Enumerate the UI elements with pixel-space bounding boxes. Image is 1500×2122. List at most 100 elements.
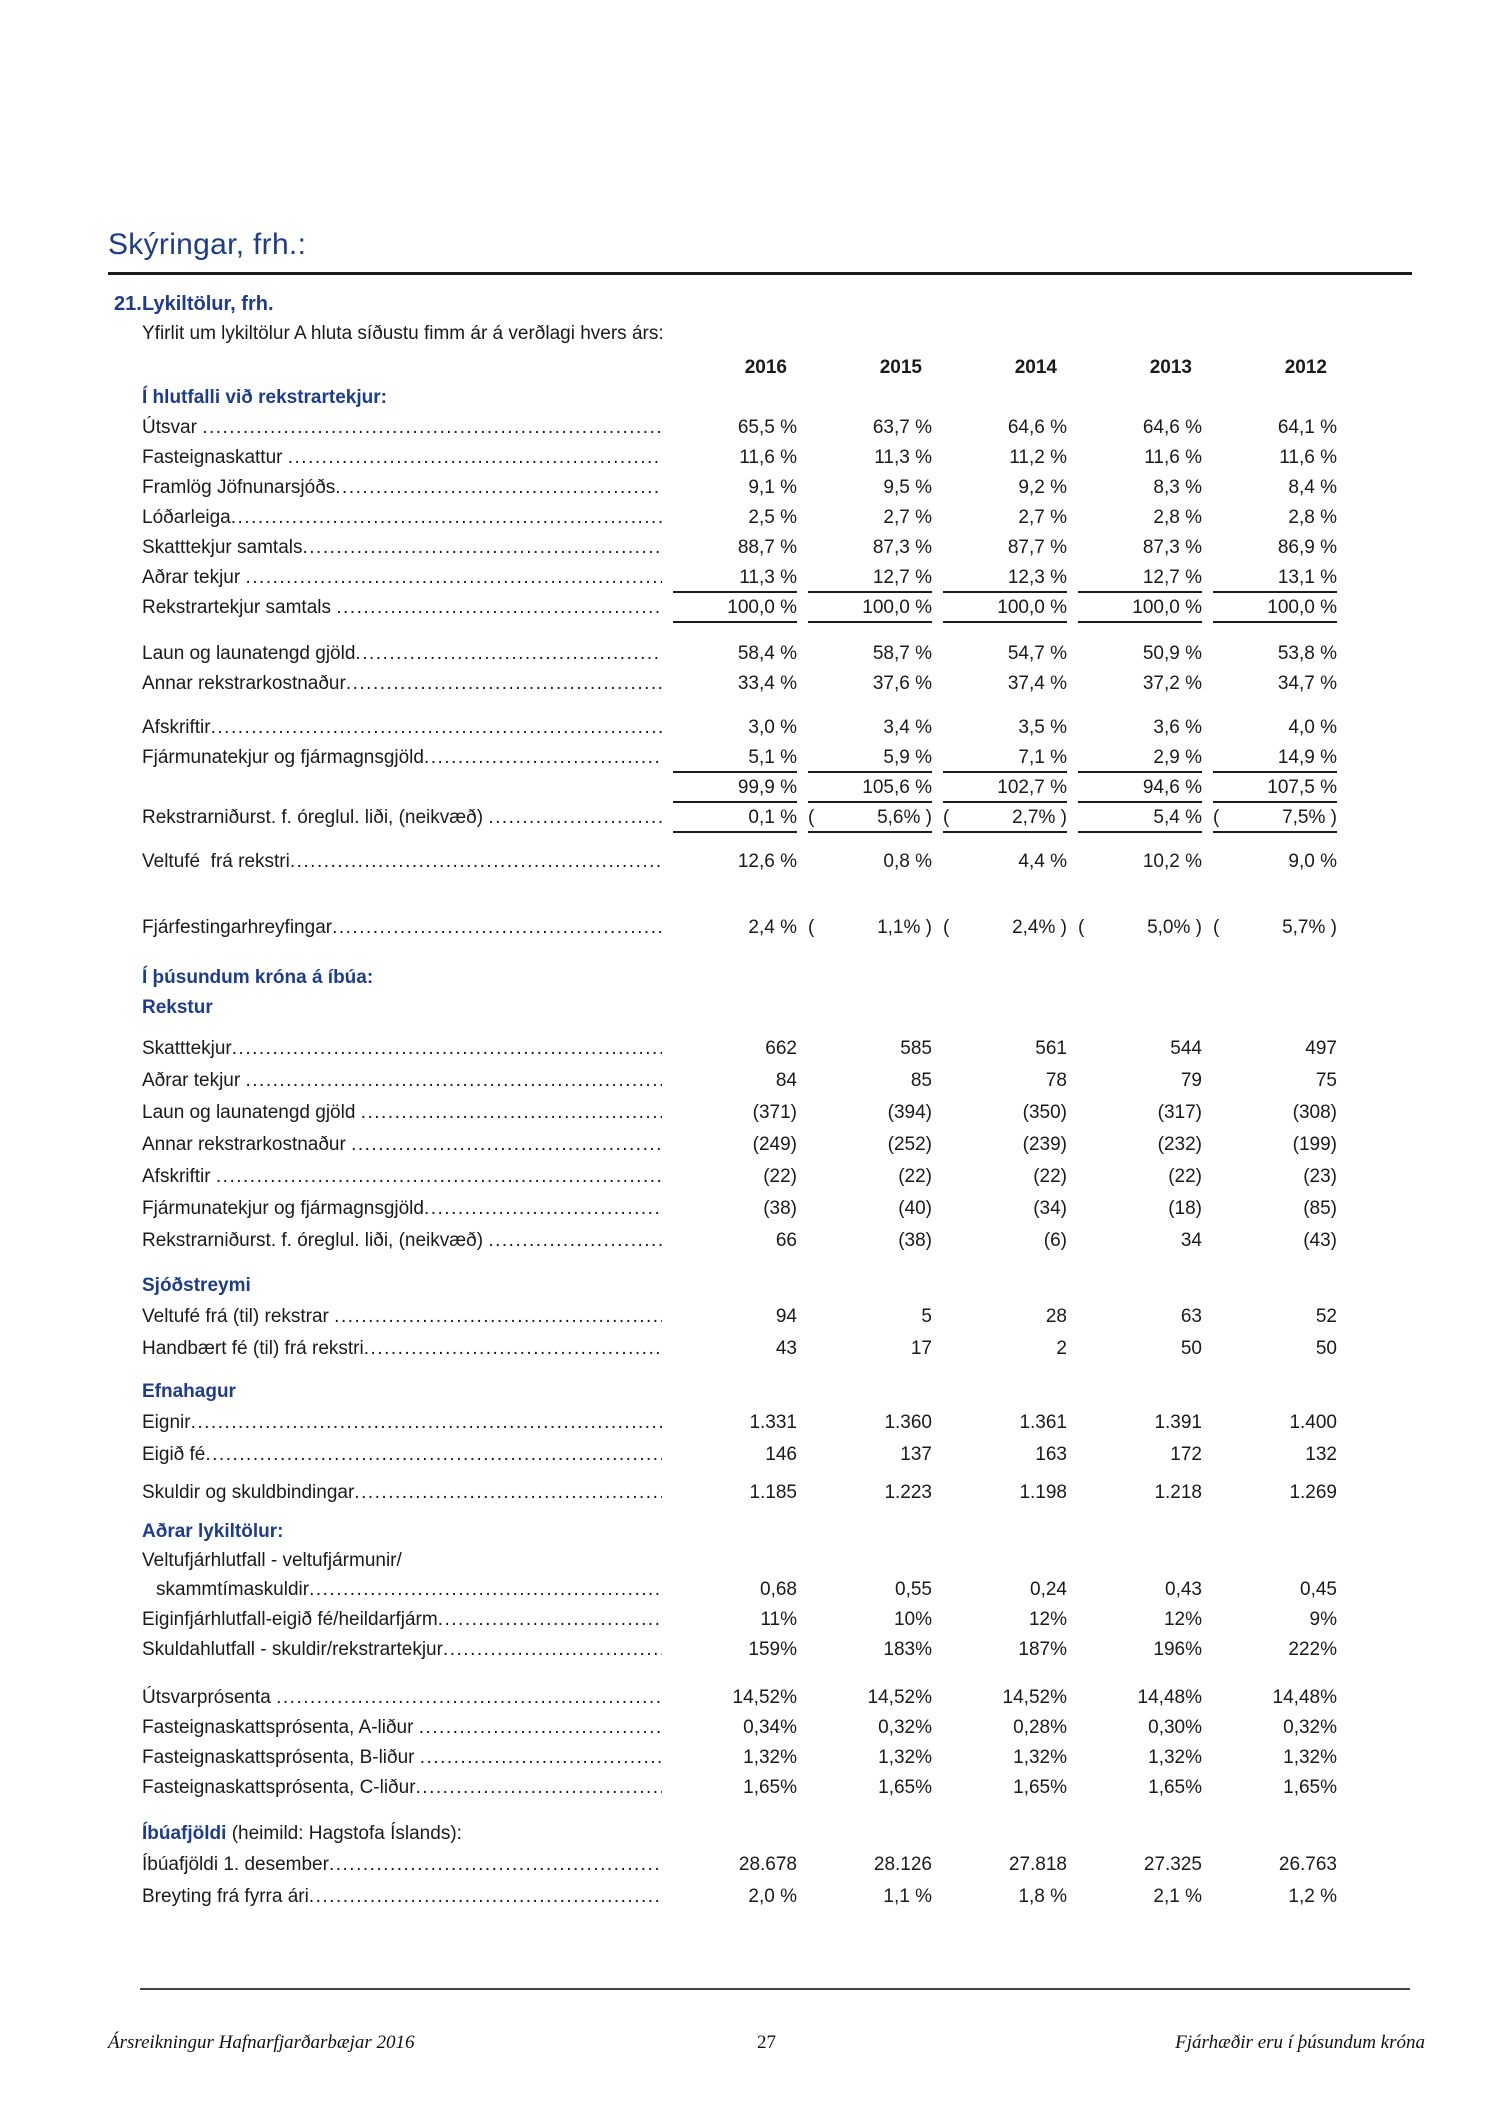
value-text: 12% bbox=[1163, 1609, 1202, 1630]
section-label: Efnahagur bbox=[142, 1381, 236, 1402]
value-text: 0,24 bbox=[1030, 1579, 1067, 1600]
value-cell: 3,4 % bbox=[797, 713, 932, 743]
value-cell: (394) bbox=[797, 1097, 932, 1129]
value-cell: 87,3 % bbox=[797, 533, 932, 563]
value-cell: 102,7 % bbox=[932, 773, 1067, 803]
value-text: 0,68 bbox=[760, 1579, 797, 1600]
value-cell: 100,0 % bbox=[662, 593, 797, 623]
table-row: Skuldir og skuldbindingar 1.185 1.223 1.198… bbox=[142, 1477, 1337, 1509]
value-cell: 11,6 % bbox=[662, 443, 797, 473]
value-text: 585 bbox=[900, 1038, 932, 1059]
dot-leader bbox=[364, 1333, 662, 1365]
value-text: 64,6 % bbox=[1142, 417, 1202, 438]
table-row: Skuldahlutfall - skuldir/rekstrartekjur 1… bbox=[142, 1635, 1337, 1665]
value-text: 0,45 bbox=[1300, 1579, 1337, 1600]
subtotal-row: 99,9 % 105,6 % 102,7 % 94,6 % 107,5 % bbox=[142, 773, 1337, 803]
value-text: (1,1% ) bbox=[808, 913, 932, 943]
section-label: Í hlutfalli við rekstrartekjur: bbox=[142, 387, 387, 408]
value-cell: 0,55 bbox=[797, 1575, 932, 1605]
table-row: Laun og launatengd gjöld 58,4 % 58,7 % 54,7… bbox=[142, 639, 1337, 669]
value-cell: 1.269 bbox=[1202, 1477, 1337, 1509]
value-text: (18) bbox=[1168, 1198, 1202, 1219]
table-row: Íbúafjöldi 1. desember 28.678 28.126 27.818… bbox=[142, 1849, 1337, 1881]
value-cell: 50 bbox=[1202, 1333, 1337, 1365]
value-cell: 1,65% bbox=[797, 1773, 932, 1803]
row-label-cell: Veltufé frá (til) rekstrar bbox=[142, 1301, 662, 1333]
value-text: (34) bbox=[1033, 1198, 1067, 1219]
row-label: Fjármunatekjur og fjármagnsgjöld bbox=[142, 1198, 424, 1219]
dot-leader bbox=[424, 1193, 662, 1225]
value-text: 497 bbox=[1305, 1038, 1337, 1059]
value-cell: 1,32% bbox=[662, 1743, 797, 1773]
value-cell: (1,1% ) bbox=[797, 913, 932, 943]
value-cell: 4,4 % bbox=[932, 847, 1067, 877]
footer-rule bbox=[140, 1988, 1410, 1990]
table-row: Útsvarprósenta 14,52% 14,52% 14,52% 14,48% 1… bbox=[142, 1683, 1337, 1713]
value-cell: 94 bbox=[662, 1301, 797, 1333]
value-cell: 11,3 % bbox=[797, 443, 932, 473]
value-cell: 9,5 % bbox=[797, 473, 932, 503]
value-cell: 497 bbox=[1202, 1033, 1337, 1065]
value-cell: 63,7 % bbox=[797, 413, 932, 443]
value-text: 2,8 % bbox=[1153, 507, 1202, 528]
row-label: Laun og launatengd gjöld bbox=[142, 643, 356, 664]
value-text: 1.198 bbox=[1019, 1482, 1067, 1503]
dot-leader bbox=[216, 1161, 662, 1193]
paren-value: 1,1% ) bbox=[877, 917, 932, 938]
row-label: Fasteignaskattur bbox=[142, 447, 288, 468]
value-text: 11,6 % bbox=[1279, 447, 1337, 468]
value-text: 94 bbox=[775, 1306, 797, 1327]
value-cell: 1.185 bbox=[662, 1477, 797, 1509]
value-cell: 75 bbox=[1202, 1065, 1337, 1097]
value-text: 1,65% bbox=[1013, 1777, 1067, 1798]
section-row: Í hlutfalli við rekstrartekjur: bbox=[142, 383, 1337, 413]
row-label: Breyting frá fyrra ári bbox=[142, 1886, 309, 1907]
row-label: Fasteignaskattsprósenta, A-liður bbox=[142, 1717, 419, 1738]
value-cell: 1,32% bbox=[932, 1743, 1067, 1773]
row-label-cell: Fjármunatekjur og fjármagnsgjöld bbox=[142, 743, 662, 773]
value-text: 100,0 % bbox=[673, 593, 797, 623]
row-label: Íbúafjöldi 1. desember bbox=[142, 1854, 329, 1875]
value-cell: 37,6 % bbox=[797, 669, 932, 699]
intro-text: Yfirlit um lykiltölur A hluta síðustu fi… bbox=[142, 323, 664, 344]
value-cell: 1.361 bbox=[932, 1407, 1067, 1439]
value-text: 2,4 % bbox=[748, 917, 797, 938]
spacer bbox=[142, 1803, 1337, 1819]
value-cell: 1,65% bbox=[1067, 1773, 1202, 1803]
value-cell: 88,7 % bbox=[662, 533, 797, 563]
row-label: Fasteignaskattsprósenta, C-liður bbox=[142, 1777, 416, 1798]
value-text: (2,4% ) bbox=[943, 913, 1067, 943]
page-footer: Ársreikningur Hafnarfjarðarbæjar 2016 27… bbox=[108, 2028, 1425, 2058]
value-cell: 100,0 % bbox=[932, 593, 1067, 623]
row-label: Rekstrarniðurst. f. óreglul. liði, (neik… bbox=[142, 807, 489, 828]
value-text: (308) bbox=[1292, 1102, 1337, 1123]
value-text: 5,9 % bbox=[808, 743, 932, 773]
table-row: Afskriftir 3,0 % 3,4 % 3,5 % 3,6 % 4,0 % bbox=[142, 713, 1337, 743]
value-text: 11,2 % bbox=[1009, 447, 1067, 468]
value-text: 196% bbox=[1153, 1639, 1202, 1660]
spacer bbox=[142, 1023, 1337, 1033]
section-row: Íbúafjöldi (heimild: Hagstofa Íslands): bbox=[142, 1819, 1337, 1849]
value-text: 12,7 % bbox=[1078, 563, 1202, 593]
row-label-cell: Laun og launatengd gjöld bbox=[142, 639, 662, 669]
table-row: Rekstrarniðurst. f. óreglul. liði, (neik… bbox=[142, 1225, 1337, 1257]
value-text: 100,0 % bbox=[943, 593, 1067, 623]
section-label: Í þúsundum króna á íbúa: bbox=[142, 967, 374, 988]
value-cell: 9% bbox=[1202, 1605, 1337, 1635]
value-text: 8,3 % bbox=[1153, 477, 1202, 498]
row-label-cell: Annar rekstrarkostnaður bbox=[142, 1129, 662, 1161]
table-row: Annar rekstrarkostnaður (249) (252) (239) (… bbox=[142, 1129, 1337, 1161]
dot-leader bbox=[332, 913, 662, 943]
table-row: Eiginfjárhlutfall-eigið fé/heildarfjárm 1… bbox=[142, 1605, 1337, 1635]
table-row: Eignir 1.331 1.360 1.361 1.391 1.400 bbox=[142, 1407, 1337, 1439]
value-cell: 27.818 bbox=[932, 1849, 1067, 1881]
value-text: 14,9 % bbox=[1213, 743, 1337, 773]
value-text: 222% bbox=[1288, 1639, 1337, 1660]
table-row: Eigið fé 146 137 163 172 132 bbox=[142, 1439, 1337, 1471]
value-cell: 1.218 bbox=[1067, 1477, 1202, 1509]
row-label-cell: Aðrar tekjur bbox=[142, 563, 662, 593]
dot-leader bbox=[351, 1129, 662, 1161]
value-cell: (38) bbox=[797, 1225, 932, 1257]
value-cell: 107,5 % bbox=[1202, 773, 1337, 803]
label-spacer bbox=[142, 353, 662, 383]
